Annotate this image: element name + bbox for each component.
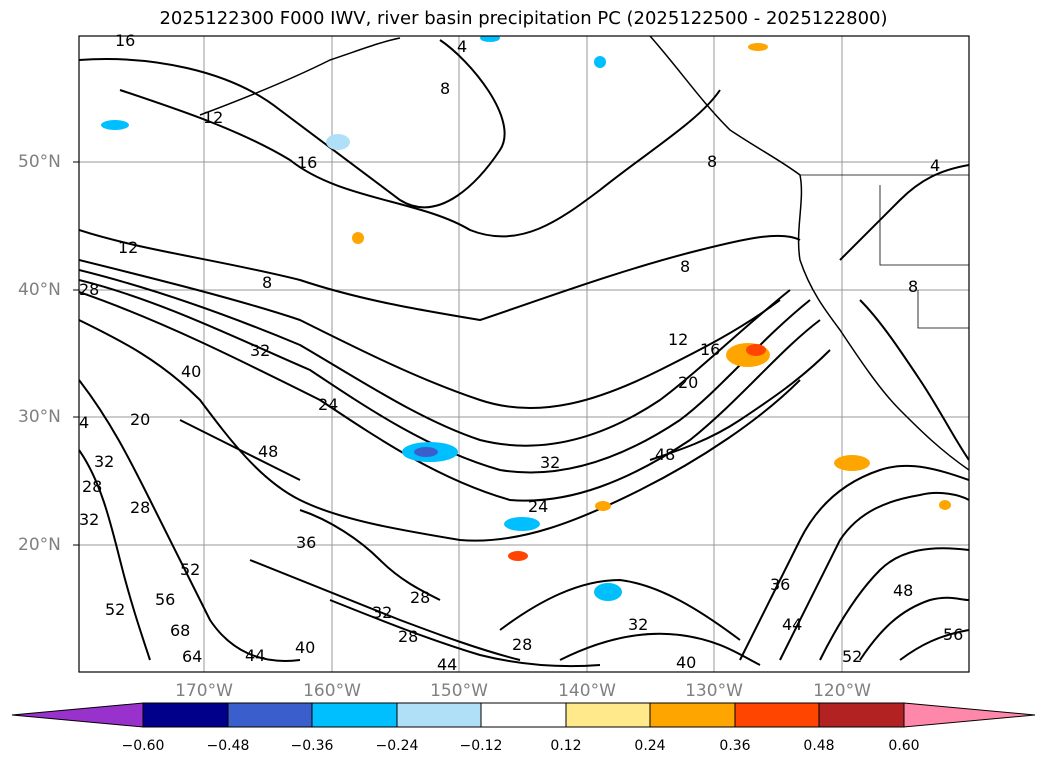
contour-label: 8 (707, 152, 717, 171)
colorbar-segment (818, 702, 905, 728)
contour-label: 44 (245, 646, 265, 665)
contour-label: 4 (457, 37, 467, 56)
colorbar-tick-label: 0.24 (634, 738, 666, 754)
contour-label: 64 (182, 647, 202, 666)
colorbar-tick-label: −0.60 (121, 738, 165, 754)
contour-label: 44 (782, 615, 802, 634)
precip-patches (101, 36, 951, 601)
lat-label: 20°N (18, 535, 61, 555)
contour-label: 12 (118, 238, 138, 257)
contour-label: 36 (770, 575, 790, 594)
contour-label: 40 (181, 362, 201, 381)
colorbar (11, 702, 1036, 728)
contour-label: 32 (94, 452, 114, 471)
contour-label: 56 (155, 590, 175, 609)
colorbar-segment (311, 702, 398, 728)
colorbar-tick-label: 0.48 (803, 738, 835, 754)
lon-label: 170°W (175, 681, 233, 701)
political-borders (800, 174, 969, 329)
map-background (79, 36, 969, 672)
lat-label: 40°N (18, 280, 61, 300)
colorbar-tick-label: −0.24 (375, 738, 419, 754)
map-frame (78, 35, 970, 673)
colorbar-segment (734, 702, 820, 728)
colorbar-segment (649, 702, 736, 728)
contour-label: 36 (296, 533, 316, 552)
contour-label: 44 (437, 655, 457, 674)
colorbar-segment (142, 702, 229, 728)
lon-label: 140°W (558, 681, 616, 701)
coastlines (199, 36, 969, 471)
contour-label: 8 (908, 277, 918, 296)
contour-label: 16 (700, 340, 720, 359)
contour-label: 32 (628, 615, 648, 634)
contour-label: 52 (180, 560, 200, 579)
colorbar-tick-label: −0.48 (206, 738, 250, 754)
contour-label: 8 (680, 257, 690, 276)
colorbar-tick-label: −0.36 (290, 738, 334, 754)
contour-label: 28 (512, 635, 532, 654)
contour-label: 40 (676, 653, 696, 672)
contour-label: 28 (130, 498, 150, 517)
contour-label: 48 (258, 442, 278, 461)
map-title: 2025122300 F000 IWV, river basin precipi… (159, 8, 888, 29)
colorbar-extend-low (11, 702, 144, 728)
colorbar-extend-high (903, 702, 1036, 728)
contour-labels: 16 4 8 16 12 28 8 8 12 16 20 32 40 24 4 … (79, 31, 963, 674)
axis-ticks (73, 161, 79, 546)
contour-label: 8 (440, 79, 450, 98)
lon-label: 130°W (685, 681, 743, 701)
colorbar-segment (396, 702, 482, 728)
contour-label: 20 (678, 373, 698, 392)
lat-label: 50°N (18, 152, 61, 172)
contour-label: 52 (842, 647, 862, 666)
contour-label: 52 (105, 600, 125, 619)
lon-label: 120°W (813, 681, 871, 701)
contour-label: 28 (79, 280, 99, 299)
lon-label: 150°W (430, 681, 488, 701)
contour-label: 32 (250, 341, 270, 360)
contour-label: 24 (318, 395, 338, 414)
colorbar-segment (480, 702, 567, 728)
colorbar-tick-label: 0.12 (550, 738, 582, 754)
contour-label: 48 (655, 445, 675, 464)
contour-label: 32 (79, 510, 99, 529)
contour-label: 4 (79, 413, 89, 432)
contour-label: 28 (410, 588, 430, 607)
contour-label: 12 (203, 108, 223, 127)
colorbar-tick-label: 0.36 (719, 738, 751, 754)
contour-label: 32 (372, 603, 392, 622)
lon-label: 160°W (303, 681, 361, 701)
colorbar-segment (565, 702, 651, 728)
contour-label: 16 (115, 31, 135, 50)
colorbar-tick-label: 0.60 (888, 738, 920, 754)
contour-label: 20 (130, 410, 150, 429)
contour-label: 56 (943, 625, 963, 644)
contour-label: 28 (398, 627, 418, 646)
contour-label: 68 (170, 621, 190, 640)
contour-label: 4 (930, 156, 940, 175)
contour-label: 28 (82, 477, 102, 496)
contour-label: 8 (262, 273, 272, 292)
contour-label: 12 (668, 330, 688, 349)
colorbar-segment (227, 702, 313, 728)
contour-label: 24 (528, 497, 548, 516)
contour-label: 40 (295, 638, 315, 657)
contour-label: 32 (540, 453, 560, 472)
lat-label: 30°N (18, 407, 61, 427)
colorbar-tick-label: −0.12 (459, 738, 503, 754)
iwv-contours (79, 39, 969, 668)
contour-label: 16 (297, 153, 317, 172)
contour-label: 48 (893, 581, 913, 600)
